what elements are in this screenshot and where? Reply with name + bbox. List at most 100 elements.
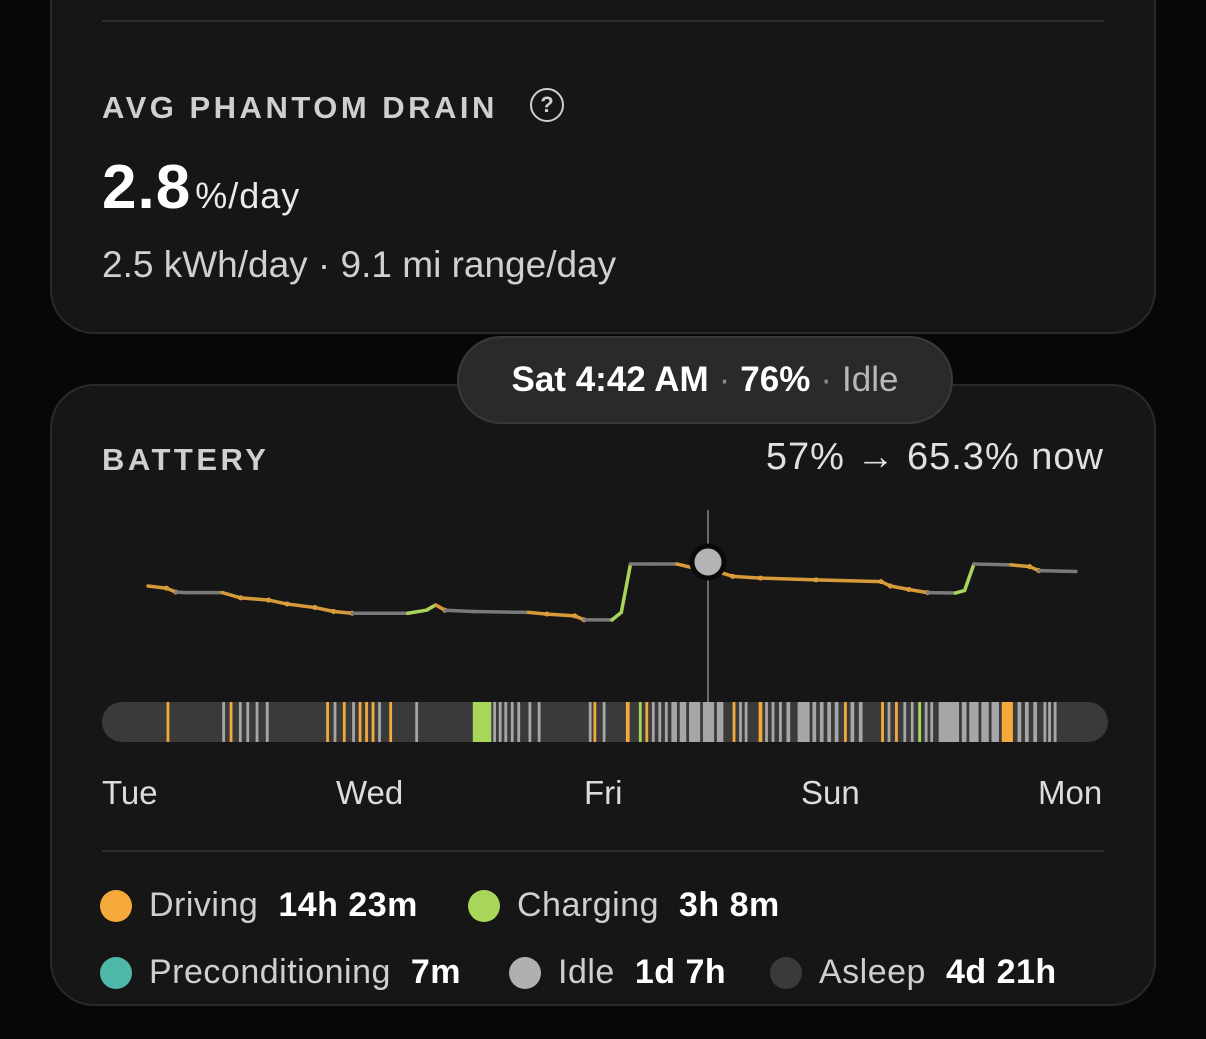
line-segment-idle: [443, 608, 475, 614]
timeline-segment-idle: [378, 702, 381, 742]
timeline-segment-driving: [1001, 702, 1013, 742]
drain-number: 2.8: [102, 153, 192, 222]
legend-asleep: Asleep 4d 21h: [770, 953, 1057, 992]
timeline-segment-idle: [651, 702, 655, 742]
timeline-segment-driving: [844, 702, 847, 742]
line-segment-idle: [972, 562, 1013, 567]
line-segment-driving: [220, 590, 243, 600]
timeline-segment-idle: [664, 702, 668, 742]
legend-value: 7m: [410, 953, 462, 991]
timeline-segment-idle: [771, 702, 775, 742]
top-divider: [102, 20, 1104, 22]
timeline-segment-charging: [472, 702, 492, 742]
timeline-segment-idle: [981, 702, 989, 742]
timeline-segment-idle: [1043, 702, 1047, 742]
timeline-segment-driving: [758, 702, 763, 742]
legend-label: Driving: [149, 886, 259, 924]
timeline-segment-charging: [638, 702, 642, 742]
timeline-segment-driving: [166, 702, 170, 742]
drain-unit: %/day: [195, 175, 301, 216]
timeline-segment-idle: [744, 702, 748, 742]
timeline-segment-idle: [265, 702, 269, 742]
timeline-segment-idle: [938, 702, 960, 742]
legend-label: Charging: [517, 886, 659, 924]
timeline-segment-idle: [924, 702, 928, 742]
timeline-segment-idle: [498, 702, 502, 742]
battery-range-summary: 57% → 65.3% now: [765, 436, 1104, 478]
battery-chart[interactable]: [52, 386, 1158, 766]
timeline-segment-idle: [517, 702, 521, 742]
timeline-segment-idle: [858, 702, 863, 742]
timeline-segment-idle: [255, 702, 259, 742]
phantom-drain-card: AVG PHANTOM DRAIN ? 2.8 %/day 2.5 kWh/day…: [50, 0, 1156, 334]
timeline-segment-driving: [371, 702, 375, 742]
line-segment-driving: [526, 610, 549, 616]
driving-dot-icon: [100, 889, 132, 922]
timeline-segment-idle: [739, 702, 742, 742]
legend-value: 4d 21h: [945, 953, 1057, 991]
legend-charging: Charging 3h 8m: [468, 886, 780, 925]
timeline-segment-idle: [238, 702, 242, 742]
line-segment-charging: [424, 603, 438, 612]
line-segment-driving: [146, 584, 169, 590]
legend-divider: [102, 850, 1104, 852]
timeline-segment-idle: [588, 702, 592, 742]
timeline-segment-idle: [910, 702, 914, 742]
timeline-segment-idle: [602, 702, 606, 742]
timeline-segment-driving: [593, 702, 597, 742]
asleep-dot-icon: [770, 956, 802, 989]
timeline-segment-idle: [819, 702, 824, 742]
timeline-segment-driving: [229, 702, 233, 742]
question-circle-icon[interactable]: ?: [530, 88, 564, 122]
line-segment-driving: [313, 605, 336, 614]
timeline-segment-idle: [246, 702, 250, 742]
line-segment-driving: [1009, 563, 1032, 569]
timeline-segment-driving: [732, 702, 736, 742]
line-segment-charging: [962, 562, 976, 593]
timeline-segment-driving: [342, 702, 346, 742]
legend-value: 14h 23m: [278, 886, 418, 924]
timeline-segment-idle: [834, 702, 839, 742]
timeline-segment-idle: [779, 702, 782, 742]
state-timeline[interactable]: [102, 702, 1108, 742]
timeline-segment-idle: [679, 702, 687, 742]
line-segment-charging: [610, 610, 624, 622]
battery-title: BATTERY: [102, 442, 270, 477]
idle-dot-icon: [509, 956, 541, 989]
tooltip-percent: 76%: [740, 360, 811, 399]
timeline-segment-idle: [765, 702, 768, 742]
timeline-segment-driving: [625, 702, 630, 742]
chart-tooltip: Sat 4:42 AM · 76% · Idle: [457, 336, 953, 424]
timeline-segment-idle: [961, 702, 967, 742]
timeline-segment-idle: [991, 702, 999, 742]
timeline-segment-idle: [671, 702, 677, 742]
timeline-segment-idle: [702, 702, 715, 742]
line-segment-driving: [266, 598, 289, 606]
timeline-segment-driving: [326, 702, 329, 742]
timeline-segment-idle: [1048, 702, 1051, 742]
legend-label: Preconditioning: [149, 953, 391, 991]
timeline-segment-driving: [358, 702, 362, 742]
timeline-segment-idle: [887, 702, 891, 742]
line-segment-driving: [331, 609, 354, 616]
legend-value: 3h 8m: [678, 886, 780, 924]
timeline-segment-idle: [689, 702, 701, 742]
line-segment-driving: [758, 576, 818, 582]
charging-dot-icon: [468, 889, 500, 922]
line-segment-charging: [406, 608, 429, 616]
tooltip-state: Idle: [842, 360, 899, 399]
legend-idle: Idle 1d 7h: [509, 953, 726, 992]
tooltip-separator: ·: [718, 360, 731, 399]
phantom-drain-value: 2.8 %/day: [102, 152, 300, 223]
timeline-segment-idle: [930, 702, 934, 742]
timeline-segment-charging: [918, 702, 922, 742]
timeline-segment-idle: [786, 702, 791, 742]
timeline-segment-idle: [510, 702, 514, 742]
tooltip-separator: ·: [820, 360, 833, 399]
day-label-fri: Fri: [584, 774, 623, 811]
day-label-wed: Wed: [336, 774, 404, 811]
timeline-segment-driving: [389, 702, 393, 742]
timeline-segment-idle: [812, 702, 817, 742]
timeline-segment-idle: [537, 702, 541, 742]
selected-point-marker[interactable]: [689, 543, 727, 581]
